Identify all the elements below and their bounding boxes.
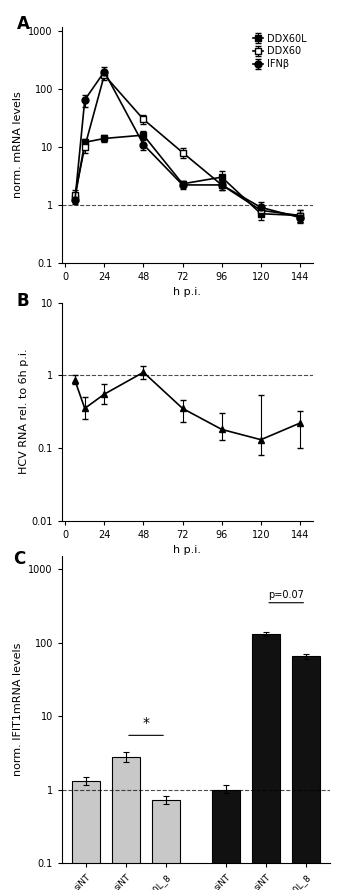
X-axis label: h p.i.: h p.i. xyxy=(173,546,202,555)
Bar xyxy=(212,789,240,890)
Text: p=0.07: p=0.07 xyxy=(268,590,304,600)
Text: B: B xyxy=(17,292,29,310)
Y-axis label: HCV RNA rel. to 6h p.i.: HCV RNA rel. to 6h p.i. xyxy=(19,349,29,474)
Text: A: A xyxy=(17,15,30,33)
Bar xyxy=(152,800,180,890)
Y-axis label: norm. IFIT1mRNA levels: norm. IFIT1mRNA levels xyxy=(13,643,23,776)
Bar xyxy=(112,756,140,890)
Text: C: C xyxy=(14,550,26,568)
Bar xyxy=(72,781,100,890)
Bar xyxy=(292,657,320,890)
X-axis label: h p.i.: h p.i. xyxy=(173,287,202,297)
Y-axis label: norm. mRNA levels: norm. mRNA levels xyxy=(13,92,23,198)
Text: *: * xyxy=(142,716,150,730)
Bar xyxy=(252,635,280,890)
Legend: DDX60L, DDX60, IFNβ: DDX60L, DDX60, IFNβ xyxy=(251,31,308,71)
